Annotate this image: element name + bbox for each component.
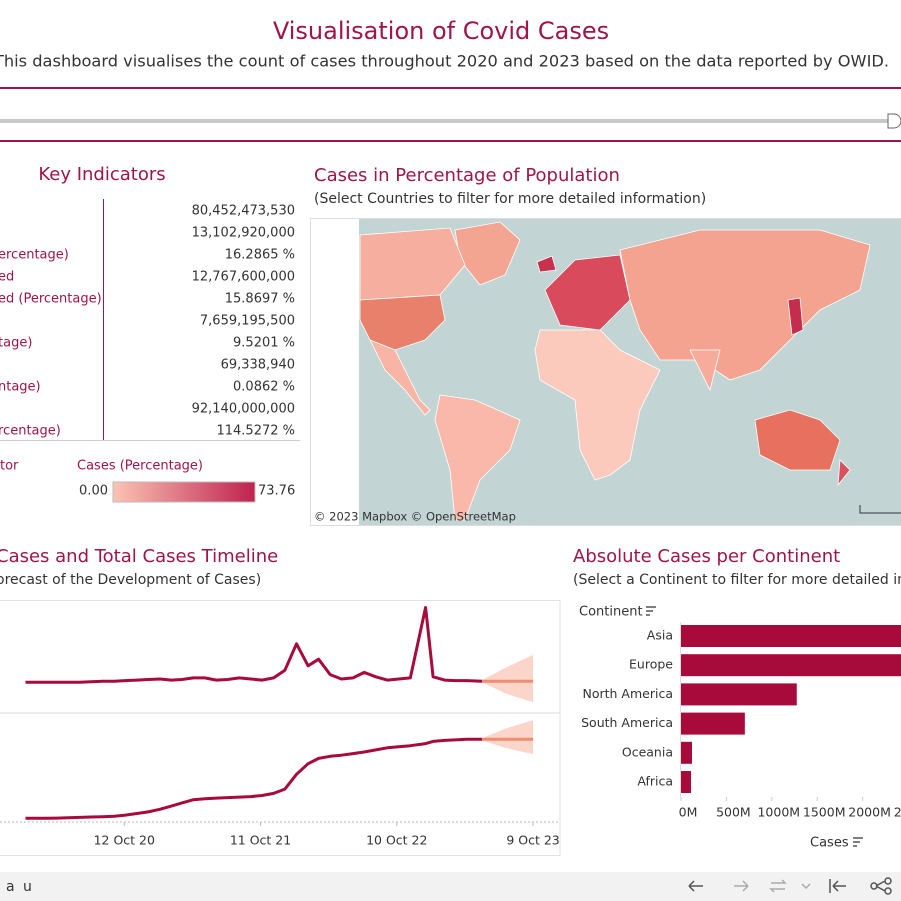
country[interactable]: [359, 227, 466, 301]
country[interactable]: [369, 339, 431, 416]
toolbar: [0, 872, 901, 901]
replay[interactable]: [769, 879, 787, 893]
share[interactable]: [870, 877, 892, 895]
indicator-label: ed (Percentage): [0, 292, 102, 307]
country[interactable]: [837, 459, 851, 487]
indicator-value: 69,338,940: [221, 358, 295, 373]
indicator-value: 15.8697 %: [225, 292, 295, 307]
x-tick-label: 1500M: [803, 805, 846, 820]
forecast-band: [482, 654, 534, 703]
indicator-value: 0.0862 %: [233, 380, 295, 395]
x-tick-label: 11 Oct 21: [230, 833, 291, 848]
indicator-value: 9.5201 %: [233, 336, 295, 351]
bar[interactable]: [681, 654, 901, 677]
country[interactable]: [689, 349, 721, 392]
indicator-label: ntage): [0, 380, 41, 395]
sort-icon[interactable]: [853, 837, 863, 847]
category-label: Africa: [637, 774, 673, 789]
x-tick-label: 1000M: [757, 805, 800, 820]
undo[interactable]: [688, 880, 703, 892]
indicator-table: 80,452,473,530 13,102,920,000 ercentage) 16…: [0, 204, 295, 439]
indicator-label: ed: [0, 270, 14, 285]
indicator-label: rcentage): [0, 424, 61, 439]
country[interactable]: [787, 297, 804, 336]
category-label: Asia: [647, 628, 673, 643]
x-tick-label: 2500M: [894, 805, 901, 820]
country[interactable]: [754, 409, 841, 471]
indicator-value: 13,102,920,000: [192, 226, 295, 241]
title: Visualisation of Covid Cases: [273, 17, 609, 45]
panel-subtitle: (Select Countries to filter for more det…: [314, 191, 706, 207]
country[interactable]: [619, 229, 871, 381]
subtitle: This dashboard visualises the count of c…: [0, 52, 889, 71]
timeline-chart: 12 Oct 20 11 Oct 21 10 Oct 22 9 Oct 23: [25, 606, 560, 848]
cases-line: [25, 737, 483, 820]
panel-subtitle: (Select a Continent to filter for more d…: [573, 572, 901, 588]
x-tick-label: 9 Oct 23: [506, 833, 559, 848]
panel-title: Key Indicators: [38, 164, 165, 185]
indicator-value: 92,140,000,000: [192, 402, 295, 417]
category-label: South America: [581, 715, 673, 730]
country[interactable]: [434, 394, 521, 521]
country[interactable]: [536, 255, 557, 273]
toolbar-icons: [688, 877, 892, 895]
sort-icon[interactable]: [646, 606, 656, 616]
x-tick-label: 2000M: [848, 805, 891, 820]
legend-title: Cases (Percentage): [77, 459, 203, 474]
bar[interactable]: [681, 625, 901, 647]
indicator-value: 7,659,195,500: [200, 314, 295, 329]
slider-handle[interactable]: [887, 113, 901, 129]
panel-title: Cases and Total Cases Timeline: [0, 546, 278, 567]
bar[interactable]: [681, 771, 691, 793]
panel-subtitle: orecast of the Development of Cases): [0, 572, 261, 588]
cases-line: [25, 606, 483, 684]
x-tick-label: 10 Oct 22: [366, 833, 427, 848]
category-label: North America: [583, 686, 674, 701]
country[interactable]: [534, 329, 661, 481]
plot-frame: [0, 600, 561, 856]
panel-title: Cases in Percentage of Population: [314, 165, 620, 186]
indicator-value: 114.5272 %: [216, 424, 295, 439]
indicator-value: 12,767,600,000: [192, 270, 295, 285]
legend-max: 73.76: [258, 484, 295, 499]
brand: a u: [6, 879, 34, 895]
bar[interactable]: [681, 741, 692, 764]
legend-field: tor: [0, 459, 19, 474]
map-attribution: © 2023 Mapbox © OpenStreetMap: [314, 510, 516, 524]
countries[interactable]: [311, 219, 901, 525]
bar[interactable]: [681, 712, 745, 735]
axis-title: Continent: [579, 605, 643, 620]
bar-chart: 0M 500M 1000M1500M2000M2500M Asia Europe Nort…: [581, 625, 901, 820]
indicator-label: tage): [0, 336, 32, 351]
panel-title: Absolute Cases per Continent: [573, 546, 840, 567]
replay-menu[interactable]: [801, 883, 811, 890]
forecast-band: [482, 720, 534, 755]
category-label: Europe: [629, 657, 673, 672]
x-tick-label: 0M: [679, 805, 698, 820]
indicator-value: 80,452,473,530: [192, 204, 295, 219]
indicator-value: 16.2865 %: [225, 248, 295, 263]
x-tick-label: 500M: [716, 805, 751, 820]
indicator-label: ercentage): [0, 248, 69, 263]
legend-gradient: [112, 481, 256, 503]
reset[interactable]: [829, 879, 846, 893]
category-label: Oceania: [622, 744, 673, 759]
legend-min: 0.00: [79, 484, 108, 499]
redo[interactable]: [734, 880, 749, 892]
scale-bar: [859, 505, 901, 514]
x-tick-label: 12 Oct 20: [94, 833, 155, 848]
bar[interactable]: [681, 683, 797, 706]
country[interactable]: [359, 294, 446, 351]
axis-title: Cases: [810, 836, 849, 851]
